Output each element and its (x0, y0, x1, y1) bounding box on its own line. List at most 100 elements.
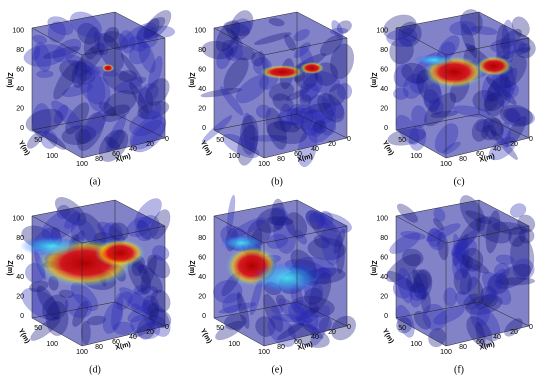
fracture (69, 11, 102, 38)
fracture (83, 26, 101, 60)
fracture (513, 37, 536, 59)
fracture (138, 82, 159, 105)
fracture (502, 108, 521, 123)
fracture (452, 251, 490, 274)
fracture (42, 294, 69, 321)
fracture (137, 316, 156, 340)
fracture (305, 210, 319, 224)
fracture (52, 38, 82, 63)
x-tick-label: 80 (459, 156, 467, 163)
fracture (216, 48, 232, 70)
cube-edge (296, 11, 348, 39)
fracture (484, 76, 512, 112)
fracture (116, 291, 133, 311)
x-tick-label: 20 (146, 329, 154, 336)
fracture (56, 204, 71, 220)
panel-caption: (f) (454, 364, 464, 375)
fracture (290, 295, 335, 318)
fracture (483, 92, 505, 117)
fracture (64, 211, 81, 229)
fracture (58, 289, 75, 299)
fracture (32, 34, 48, 44)
fracture (293, 29, 310, 42)
fracture (422, 303, 448, 331)
cube-edge (213, 301, 298, 319)
z-tick-label: 0 (202, 125, 206, 132)
fracture (104, 136, 121, 150)
z-tick-label: 100 (12, 27, 24, 34)
cube-edge (445, 37, 530, 56)
fracture (143, 18, 160, 40)
fracture (86, 74, 111, 112)
fracture (102, 69, 143, 95)
z-tick-label: 60 (16, 254, 24, 261)
fracture (459, 9, 483, 36)
x-axis-title: X(m) (297, 153, 314, 164)
fracture (423, 83, 443, 110)
fracture (29, 280, 49, 293)
fracture (449, 20, 477, 36)
fracture (400, 231, 426, 240)
z-tick-label: 80 (198, 47, 206, 54)
fracture (119, 287, 155, 315)
fracture (34, 42, 51, 72)
x-tick-label: 40 (129, 334, 137, 341)
fracture (493, 262, 510, 279)
x-axis-title: X(m) (479, 341, 496, 352)
fracture (102, 301, 124, 334)
x-tick-label: 100 (76, 161, 88, 168)
cube-edge (296, 199, 348, 227)
x-tick-label: 0 (529, 136, 533, 143)
fracture (51, 100, 83, 130)
fracture (226, 35, 240, 61)
fracture (395, 304, 415, 338)
fracture (487, 118, 504, 137)
fracture (304, 307, 319, 331)
fracture (479, 286, 499, 308)
fracture (138, 40, 156, 74)
fracture (142, 295, 160, 318)
fracture (485, 210, 501, 254)
fracture (451, 228, 480, 256)
fracture (409, 272, 428, 308)
z-tick-label: 100 (376, 215, 388, 222)
cube-edge (395, 27, 447, 56)
fracture (495, 277, 536, 286)
y-tick-label: 50 (216, 325, 224, 332)
x-tick-label: 20 (146, 141, 154, 148)
plume (252, 262, 322, 294)
z-axis-title: Z(m) (370, 72, 377, 87)
x-tick-label: 60 (476, 339, 484, 346)
fracture (300, 302, 320, 323)
z-tick-label: 0 (384, 313, 388, 320)
y-tick-label: 100 (410, 153, 422, 160)
z-axis-title: Z(m) (6, 260, 13, 275)
fracture (222, 293, 243, 314)
fracture (292, 104, 325, 132)
plume (20, 236, 80, 256)
fracture (135, 215, 160, 242)
fracture (77, 22, 99, 45)
cube-edge (213, 199, 298, 217)
fracture (423, 88, 440, 113)
cube-edge (31, 215, 83, 244)
fracture (271, 198, 286, 231)
panel: 0 20 40 60 80 100 Z(m) 50 100 Y(m) 100 80 60 40 20 0 X(m… (370, 195, 536, 375)
fracture (71, 60, 88, 89)
fracture (23, 44, 66, 67)
z-axis-title: Z(m) (370, 260, 377, 275)
x-axis-title: X(m) (297, 341, 314, 352)
fracture (129, 110, 163, 137)
fracture (200, 87, 243, 98)
fracture (453, 233, 469, 267)
fracture (202, 115, 233, 143)
x-tick-label: 80 (277, 156, 285, 163)
fracture (223, 21, 251, 37)
fracture (401, 248, 424, 267)
x-tick-label: 60 (476, 151, 484, 158)
fracture (443, 287, 457, 307)
z-tick-label: 60 (198, 66, 206, 73)
fracture (469, 304, 501, 342)
fracture (333, 228, 346, 255)
x-tick-label: 80 (95, 344, 103, 351)
